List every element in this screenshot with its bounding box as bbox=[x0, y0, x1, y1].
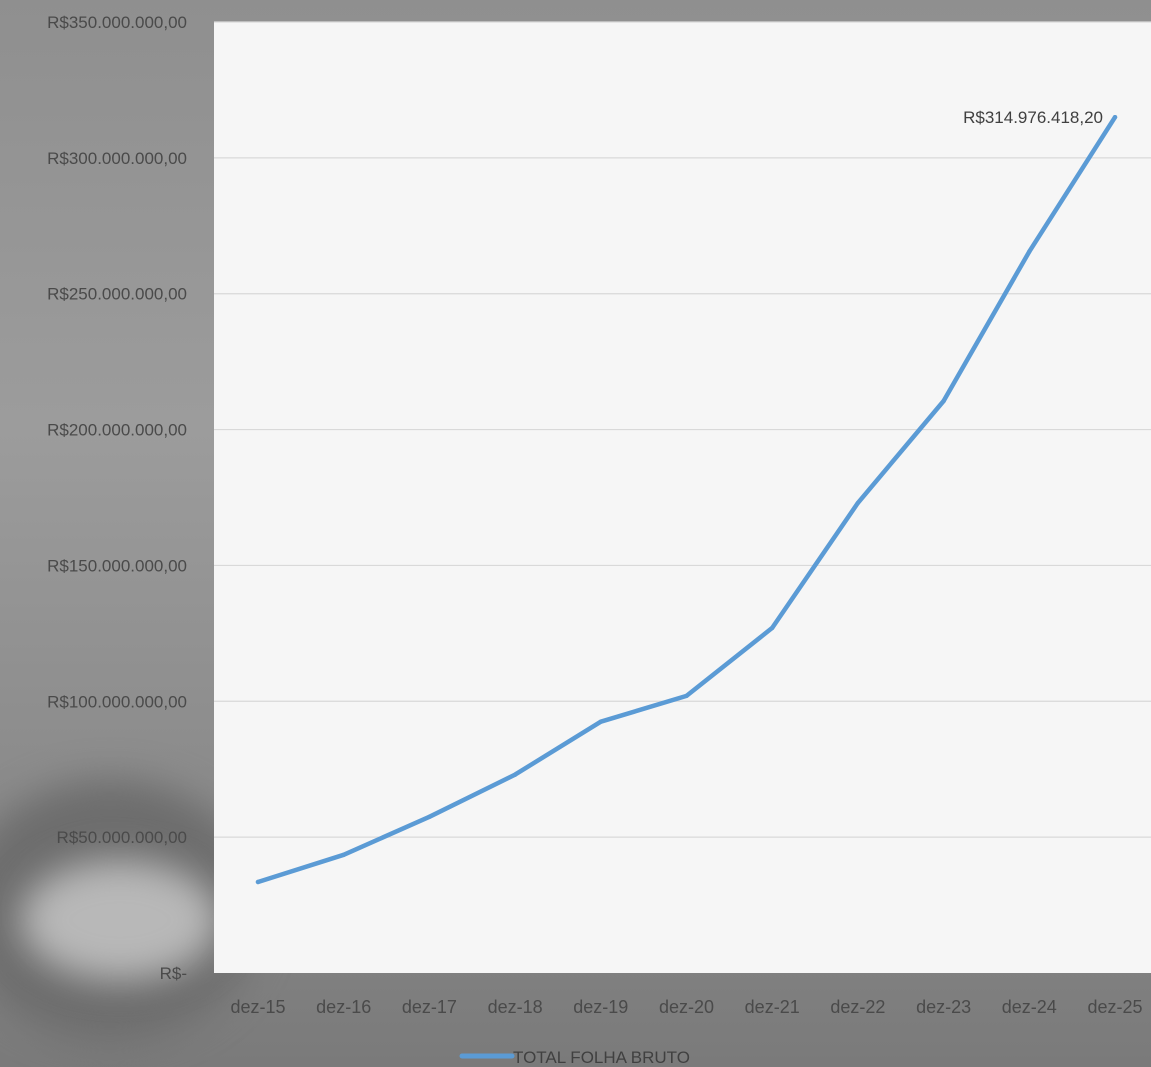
y-axis-ticks: R$350.000.000,00 R$300.000.000,00 R$250.00… bbox=[47, 13, 187, 983]
x-tick-label: dez-23 bbox=[916, 997, 971, 1017]
data-point bbox=[855, 500, 861, 506]
y-tick-label: R$250.000.000,00 bbox=[47, 285, 187, 304]
y-tick-label: R$150.000.000,00 bbox=[47, 556, 187, 575]
background-photo-tree bbox=[20, 860, 220, 980]
x-axis-ticks: dez-15 dez-16 dez-17 dez-18 dez-19 dez-20 dez-… bbox=[230, 997, 1142, 1017]
x-tick-label: dez-20 bbox=[659, 997, 714, 1017]
gridlines bbox=[214, 21, 1151, 838]
data-labels: R$314.976.418,20 bbox=[963, 108, 1103, 127]
y-tick-label: R$50.000.000,00 bbox=[57, 828, 187, 847]
data-point bbox=[255, 879, 261, 885]
legend-label: TOTAL FOLHA BRUTO bbox=[513, 1048, 690, 1067]
data-point bbox=[770, 625, 775, 631]
data-point bbox=[684, 693, 689, 699]
data-label: R$314.976.418,20 bbox=[963, 108, 1103, 127]
data-point bbox=[598, 719, 603, 724]
plot-area bbox=[214, 22, 1151, 973]
x-tick-label: dez-18 bbox=[488, 997, 543, 1017]
data-point bbox=[1027, 249, 1032, 254]
y-tick-label: R$100.000.000,00 bbox=[47, 692, 187, 711]
y-tick-label: R$200.000.000,00 bbox=[47, 421, 187, 440]
data-point bbox=[941, 398, 946, 404]
series-lines bbox=[255, 114, 1118, 885]
data-point bbox=[512, 772, 518, 777]
x-tick-label: dez-24 bbox=[1002, 997, 1057, 1017]
data-point bbox=[341, 852, 346, 858]
y-tick-label: R$300.000.000,00 bbox=[47, 149, 187, 168]
data-point bbox=[1112, 114, 1118, 120]
x-tick-label: dez-15 bbox=[230, 997, 285, 1017]
x-tick-label: dez-21 bbox=[745, 997, 800, 1017]
x-tick-label: dez-17 bbox=[402, 997, 457, 1017]
x-tick-label: dez-22 bbox=[830, 997, 885, 1017]
x-tick-label: dez-25 bbox=[1087, 997, 1142, 1017]
y-tick-label: R$350.000.000,00 bbox=[47, 13, 187, 32]
data-point bbox=[427, 814, 432, 819]
y-tick-label: R$- bbox=[160, 964, 187, 983]
x-tick-label: dez-16 bbox=[316, 997, 371, 1017]
x-tick-label: dez-19 bbox=[573, 997, 628, 1017]
legend: TOTAL FOLHA BRUTO bbox=[459, 1048, 690, 1067]
